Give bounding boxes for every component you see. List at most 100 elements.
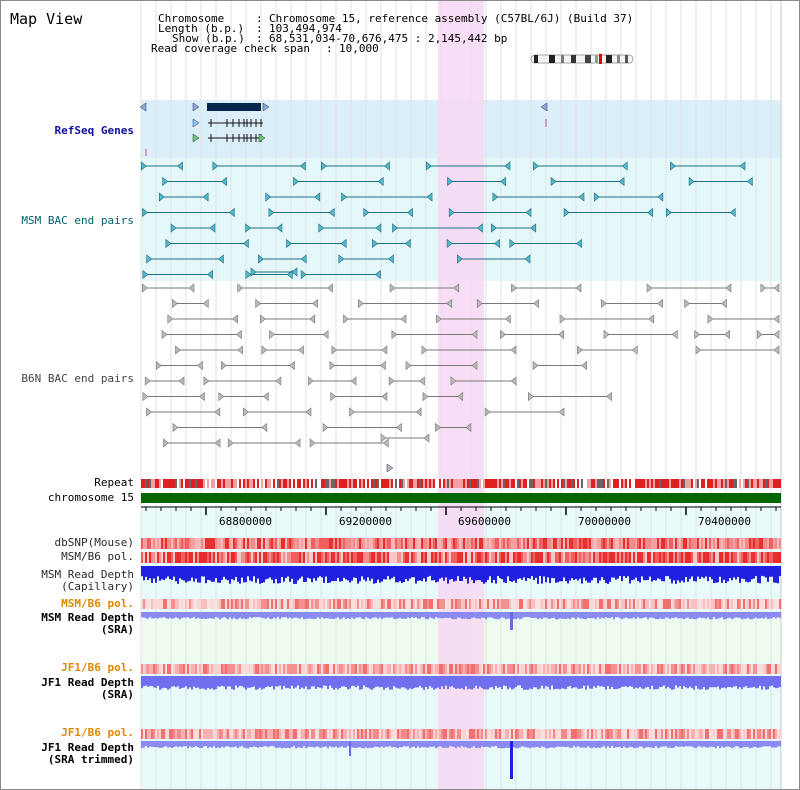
repeat-segment [471,479,473,488]
jf1-sra-depth-bar [607,676,609,687]
dbsnp-cell [243,538,245,549]
dbsnp-cell [237,538,239,549]
jf1-trim-depth-bar [263,741,265,747]
repeat-segment [549,479,551,488]
page-title: Map View [10,10,83,28]
repeat-segment [683,479,685,488]
jf1-pol-cell [425,664,427,674]
jf1-pol2-cell [141,729,143,739]
jf1-pol2-cell [241,729,243,739]
msm-pol-cell [677,552,679,563]
dbsnp-cell [335,538,337,549]
jf1-b6-pol-label-1[interactable]: JF1/B6 pol. [61,661,134,674]
jf1-sra-depth-bar [393,676,395,687]
jf1-sra-depth-bar [141,676,143,689]
gene-arrow [192,102,200,112]
jf1-sra-depth-bar [313,676,315,687]
msm-cap-depth-bar [189,566,191,581]
msm-depth-sra-label-1[interactable]: MSM Read Depth [41,611,134,624]
msm-b6-pol-label-1[interactable]: MSM/B6 pol. [61,550,134,563]
dbsnp-cell [231,538,233,549]
msm-b6-pol-label-2[interactable]: MSM/B6 pol. [61,597,134,610]
jf1-pol2-cell [641,729,643,739]
msm-bac-pair-end [688,176,695,187]
msm-pol2-cell [721,599,723,609]
msm-pol2-cell [275,599,277,609]
msm-pol2-cell [423,599,425,609]
jf1-sra-depth-bar [185,676,187,687]
jf1-pol-cell [723,664,725,674]
dbsnp-cell [147,538,149,549]
msm-cap-depth-bar [221,566,223,580]
jf1-sra-depth-bar [443,676,445,689]
jf1-trim-depth-bar [145,741,147,746]
msm-cap-depth-bar [271,566,273,580]
jf1-sra-depth-bar [469,676,471,689]
msm-sra-depth-bar [609,612,611,619]
msm-bac-pair-end [276,223,283,233]
msm-sra-depth-bar [301,612,303,618]
jf1-sra-depth-bar [483,676,485,690]
msm-pol-cell [171,552,173,563]
dbsnp-label[interactable]: dbSNP(Mouse) [54,536,134,549]
msm-pol2-cell [465,599,467,609]
jf1-b6-pol-label-2[interactable]: JF1/B6 pol. [61,726,134,739]
jf1-pol-cell [677,664,679,674]
jf1-pol2-cell [323,729,325,739]
jf1-pol2-cell [695,729,697,739]
msm-pol2-cell [613,599,615,609]
b6n-bac-pair-end [773,329,780,340]
msm-depth-capillary-label-1[interactable]: MSM Read Depth [41,568,134,581]
jf1-pol-cell [283,664,285,674]
msm-cap-depth-bar [287,566,289,577]
jf1-pol-cell [555,664,557,674]
msm-bac-pair-end [340,238,347,249]
jf1-pol-cell [321,664,323,674]
msm-pol2-cell [657,599,659,609]
msm-cap-depth-bar [477,566,479,580]
refseq-genes-label[interactable]: RefSeq Genes [54,124,134,137]
msm-cap-depth-bar [377,566,379,580]
jf1-pol-cell [187,664,189,674]
jf1-depth-trim-label-1[interactable]: JF1 Read Depth [41,741,134,754]
dbsnp-cell [671,538,673,549]
msm-depth-sra-label-2: (SRA) [100,623,134,636]
msm-pol-cell [655,552,657,563]
msm-bac-label[interactable]: MSM BAC end pairs [21,214,134,227]
jf1-pol2-cell [191,729,193,739]
msm-cap-depth-bar [185,566,187,583]
dbsnp-cell [541,538,543,549]
msm-sra-depth-bar [365,612,367,618]
msm-sra-depth-bar [483,612,485,618]
dbsnp-cell [701,538,703,549]
msm-pol-cell [217,552,219,563]
dbsnp-cell [517,538,519,549]
msm-pol2-cell [761,599,763,609]
b6n-bac-label[interactable]: B6N BAC end pairs [21,372,134,385]
dbsnp-cell [479,538,481,549]
msm-cap-depth-bar [313,566,315,579]
jf1-pol-cell [647,664,649,674]
jf1-pol2-cell [273,729,275,739]
msm-bac-pair-end [407,207,413,218]
msm-pol-cell [373,552,375,563]
jf1-depth-sra-label-1[interactable]: JF1 Read Depth [41,676,134,689]
jf1-sra-depth-bar [241,676,243,687]
jf1-pol-cell [459,664,461,674]
jf1-pol2-cell [689,729,691,739]
repeat-label[interactable]: Repeat [94,476,134,489]
msm-sra-depth-bar [683,612,685,620]
msm-pol-cell [657,552,659,563]
msm-bac-pair-end [647,207,654,218]
jf1-pol2-cell [589,729,591,739]
dbsnp-cell [365,538,367,549]
jf1-trim-depth-bar [339,741,341,748]
repeat-segment [183,479,185,488]
jf1-trim-depth-bar [641,741,643,747]
b6n-bac-pair-end [202,298,209,309]
b6n-bac-pair-end [581,360,587,371]
jf1-sra-depth-bar [739,676,741,688]
chromosome-track-label[interactable]: chromosome 15 [47,491,134,504]
msm-sra-depth-bar [221,612,223,618]
